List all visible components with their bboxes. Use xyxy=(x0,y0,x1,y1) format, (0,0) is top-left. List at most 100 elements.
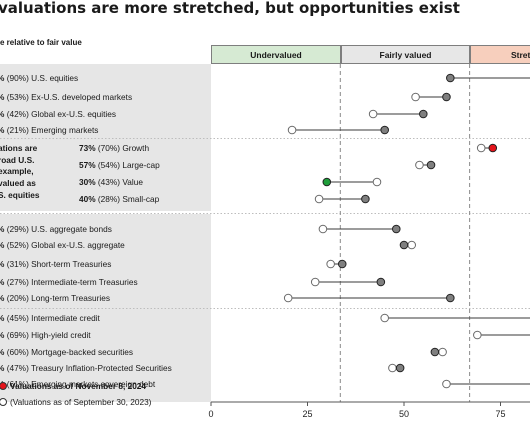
previous-point xyxy=(310,277,320,287)
row-label: % (90%) U.S. equities xyxy=(0,73,78,83)
row-label-text: (28%) Small-cap xyxy=(95,194,160,204)
current-point xyxy=(399,240,409,250)
previous-point xyxy=(442,379,451,389)
row-label-prefix: % xyxy=(0,224,4,234)
row-label-prefix: 30% xyxy=(79,177,96,187)
row-label-text: (61%) Emerging markets sovereign debt xyxy=(4,379,156,389)
previous-point xyxy=(415,160,424,170)
zone-header-fairly-valued: Fairly valued xyxy=(341,45,470,64)
previous-point xyxy=(438,347,447,357)
row-label: % (47%) Treasury Inflation-Protected Sec… xyxy=(0,363,172,373)
row-label-text: (29%) U.S. aggregate bonds xyxy=(4,224,112,234)
current-point xyxy=(430,347,440,357)
current-point xyxy=(322,177,332,187)
current-point xyxy=(395,363,405,373)
row-label-prefix: % xyxy=(0,313,4,323)
legend-label-current: Valuations as of November 8, 2024 xyxy=(10,381,147,391)
previous-point xyxy=(476,143,486,153)
side-note-line: ations are xyxy=(0,143,38,153)
row-label-prefix: % xyxy=(0,347,4,357)
row-label-prefix: % xyxy=(0,240,4,250)
previous-point xyxy=(326,259,335,269)
row-label: % (20%) Long-term Treasuries xyxy=(0,293,110,303)
row-label: % (45%) Intermediate credit xyxy=(0,313,100,323)
row-label-text: (43%) Value xyxy=(95,177,143,187)
row-label-prefix: % xyxy=(0,363,4,373)
row-label: % (69%) High-yield credit xyxy=(0,330,91,340)
current-point xyxy=(446,293,455,303)
row-label-prefix: % xyxy=(0,330,4,340)
chart-subtitle: e relative to fair value xyxy=(0,38,82,47)
current-point xyxy=(361,194,370,204)
row-label: % (31%) Short-term Treasuries xyxy=(0,259,111,269)
current-point xyxy=(337,259,347,269)
row-label-text: (53%) Ex-U.S. developed markets xyxy=(4,92,133,102)
row-label-text: (45%) Intermediate credit xyxy=(4,313,100,323)
row-label-prefix: % xyxy=(0,92,4,102)
row-label-prefix: % xyxy=(0,125,4,135)
current-point xyxy=(380,125,390,135)
side-note-line: S. equities xyxy=(0,189,40,200)
row-label-prefix: % xyxy=(0,109,4,119)
row-label-text: (20%) Long-term Treasuries xyxy=(4,293,110,303)
row-label-text: (31%) Short-term Treasuries xyxy=(4,259,112,269)
row-label: 40% (28%) Small-cap xyxy=(79,194,159,204)
x-tick-label-50: 50 xyxy=(399,409,409,419)
row-label-prefix: % xyxy=(0,277,4,287)
current-point xyxy=(446,73,455,83)
row-label: % (52%) Global ex-U.S. aggregate xyxy=(0,240,125,250)
row-label-prefix: 57% xyxy=(79,160,96,170)
row-label-text: (21%) Emerging markets xyxy=(4,125,99,135)
row-label-prefix: % xyxy=(0,73,4,83)
row-label-text: (69%) High-yield credit xyxy=(4,330,91,340)
row-label: 57% (54%) Large-cap xyxy=(79,160,160,170)
legend-marker-previous xyxy=(0,398,7,406)
row-label: 30% (43%) Value xyxy=(79,177,143,187)
previous-point xyxy=(407,240,417,250)
current-point xyxy=(442,92,451,102)
row-label-text: (70%) Growth xyxy=(95,143,150,153)
chart-title: valuations are more stretched, but oppor… xyxy=(0,0,460,17)
row-label-prefix: 40% xyxy=(79,194,96,204)
previous-point xyxy=(318,224,328,234)
zone-header-undervalued: Undervalued xyxy=(211,45,341,64)
zone-header-stretched: Stretc xyxy=(470,45,530,64)
side-note-line: valued as xyxy=(0,178,36,189)
previous-point xyxy=(411,92,420,102)
previous-point xyxy=(314,194,324,204)
row-label-text: (27%) Intermediate-term Treasuries xyxy=(4,277,138,287)
row-label: % (21%) Emerging markets xyxy=(0,125,98,135)
row-label-text: (54%) Large-cap xyxy=(95,160,160,170)
row-label: % (27%) Intermediate-term Treasuries xyxy=(0,277,138,287)
current-point xyxy=(391,224,401,234)
previous-point xyxy=(372,177,382,187)
row-label-text: (52%) Global ex-U.S. aggregate xyxy=(4,240,125,250)
previous-point xyxy=(287,125,297,135)
side-note-line: example, xyxy=(0,166,34,177)
previous-point xyxy=(388,363,397,373)
row-label-prefix: % xyxy=(0,259,4,269)
row-label-text: (90%) U.S. equities xyxy=(4,73,79,83)
row-label: % (53%) Ex-U.S. developed markets xyxy=(0,92,132,102)
current-point xyxy=(419,109,428,119)
label-panel-0 xyxy=(0,64,211,211)
x-tick-label-25: 25 xyxy=(302,409,312,419)
x-tick-label-75: 75 xyxy=(495,409,505,419)
legend-marker-current xyxy=(0,382,7,390)
previous-point xyxy=(380,313,390,323)
row-label: % (29%) U.S. aggregate bonds xyxy=(0,224,112,234)
legend-label-previous: (Valuations as of September 30, 2023) xyxy=(10,397,152,407)
current-point xyxy=(426,160,436,170)
row-label: % (42%) Global ex-U.S. equities xyxy=(0,109,116,119)
previous-point xyxy=(368,109,378,119)
side-note-line: road U.S. xyxy=(0,154,35,165)
current-point xyxy=(376,277,386,287)
row-label-prefix: % xyxy=(0,293,4,303)
row-label: % (60%) Mortgage-backed securities xyxy=(0,347,133,357)
row-label-text: (42%) Global ex-U.S. equities xyxy=(4,109,116,119)
previous-point xyxy=(283,293,293,303)
current-point xyxy=(488,143,498,153)
row-label: 73% (70%) Growth xyxy=(79,143,149,153)
row-label-text: (60%) Mortgage-backed securities xyxy=(4,347,134,357)
